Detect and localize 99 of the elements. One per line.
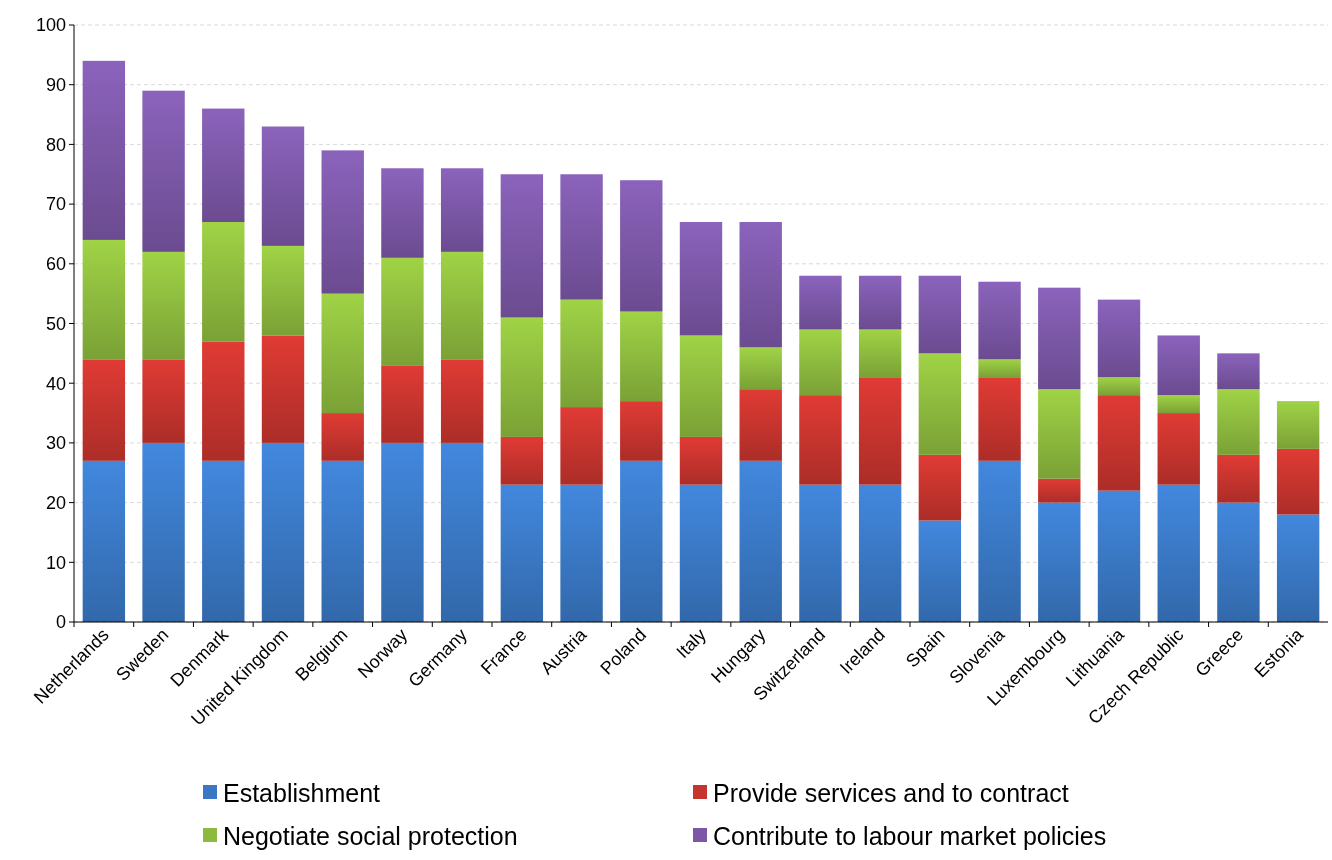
bar — [679, 222, 723, 336]
bar — [620, 180, 663, 312]
bar — [82, 239, 126, 360]
bar — [739, 222, 782, 348]
bar — [799, 329, 842, 396]
bar — [142, 90, 185, 252]
bar — [381, 365, 424, 443]
y-tick-label: 0 — [55, 612, 66, 633]
bar — [500, 174, 544, 318]
bar — [978, 281, 1021, 360]
y-tick-label: 80 — [45, 134, 66, 155]
bar — [918, 454, 962, 521]
bar — [1097, 299, 1141, 378]
bar — [500, 436, 544, 485]
bar — [1157, 413, 1200, 485]
bar — [799, 484, 842, 622]
legend-label: Provide services and to contract — [713, 778, 1069, 807]
bar — [1217, 389, 1260, 455]
bar — [1038, 287, 1081, 390]
bar — [1157, 395, 1200, 414]
bar — [679, 436, 723, 485]
y-tick-label: 100 — [35, 15, 66, 36]
bar — [858, 275, 902, 330]
bar — [1157, 484, 1200, 622]
bar — [918, 353, 962, 455]
legend-label: Contribute to labour market policies — [713, 821, 1107, 850]
bar — [858, 377, 902, 485]
bar — [440, 168, 484, 252]
bar — [739, 347, 782, 390]
legend-label: Negotiate social protection — [223, 821, 518, 850]
bar — [1038, 502, 1081, 622]
bar — [560, 174, 603, 300]
bar — [679, 335, 723, 437]
bar — [978, 460, 1021, 622]
bar — [560, 299, 603, 408]
bar — [1038, 389, 1081, 479]
bar — [321, 413, 364, 461]
bar — [202, 460, 245, 622]
bar — [620, 460, 663, 622]
bar — [918, 275, 962, 354]
bar — [500, 484, 544, 622]
bar — [620, 311, 663, 402]
bar — [261, 335, 305, 443]
bar — [918, 520, 962, 622]
bar — [261, 442, 305, 622]
bar — [202, 108, 245, 223]
bar — [321, 150, 364, 294]
bar — [620, 401, 663, 461]
bar — [261, 245, 305, 336]
y-tick-label: 40 — [45, 373, 66, 394]
bar — [858, 329, 902, 378]
bar — [82, 460, 126, 622]
bar — [1038, 478, 1081, 503]
bar — [858, 484, 902, 622]
y-tick-label: 50 — [45, 313, 66, 334]
bar — [799, 275, 842, 330]
bar — [1097, 377, 1141, 396]
bar — [321, 293, 364, 414]
bar — [82, 60, 126, 240]
bar — [142, 442, 185, 622]
bar — [799, 395, 842, 485]
bar — [1157, 335, 1200, 396]
bar — [1217, 454, 1260, 503]
bar — [739, 389, 782, 461]
bar — [1217, 502, 1260, 622]
bar — [440, 251, 484, 360]
bar — [500, 317, 544, 437]
bar — [1097, 490, 1141, 622]
bar — [261, 126, 305, 246]
bar — [978, 377, 1021, 461]
bar — [142, 251, 185, 360]
bar — [202, 341, 245, 461]
bar — [440, 359, 484, 443]
bar — [202, 222, 245, 342]
bar — [381, 168, 424, 258]
bar — [560, 407, 603, 485]
bar — [679, 484, 723, 622]
bar — [440, 442, 484, 622]
x-tick-label: Italy — [672, 624, 710, 663]
bar — [321, 460, 364, 622]
bar — [381, 442, 424, 622]
y-tick-label: 10 — [45, 552, 66, 573]
bar — [978, 359, 1021, 378]
y-tick-label: 90 — [45, 75, 66, 95]
bar — [1276, 514, 1320, 622]
y-tick-label: 20 — [45, 492, 66, 513]
bar — [1276, 448, 1320, 515]
bar — [560, 484, 603, 622]
bar — [739, 460, 782, 622]
y-tick-label: 60 — [45, 254, 66, 275]
bar — [1097, 395, 1141, 491]
legend-label: Establishment — [223, 778, 381, 807]
bar — [381, 257, 424, 366]
y-tick-label: 70 — [45, 194, 66, 215]
y-tick-label: 30 — [45, 433, 66, 454]
bar — [1276, 401, 1320, 449]
bar — [1217, 353, 1260, 390]
bar — [142, 359, 185, 443]
bar — [82, 359, 126, 461]
